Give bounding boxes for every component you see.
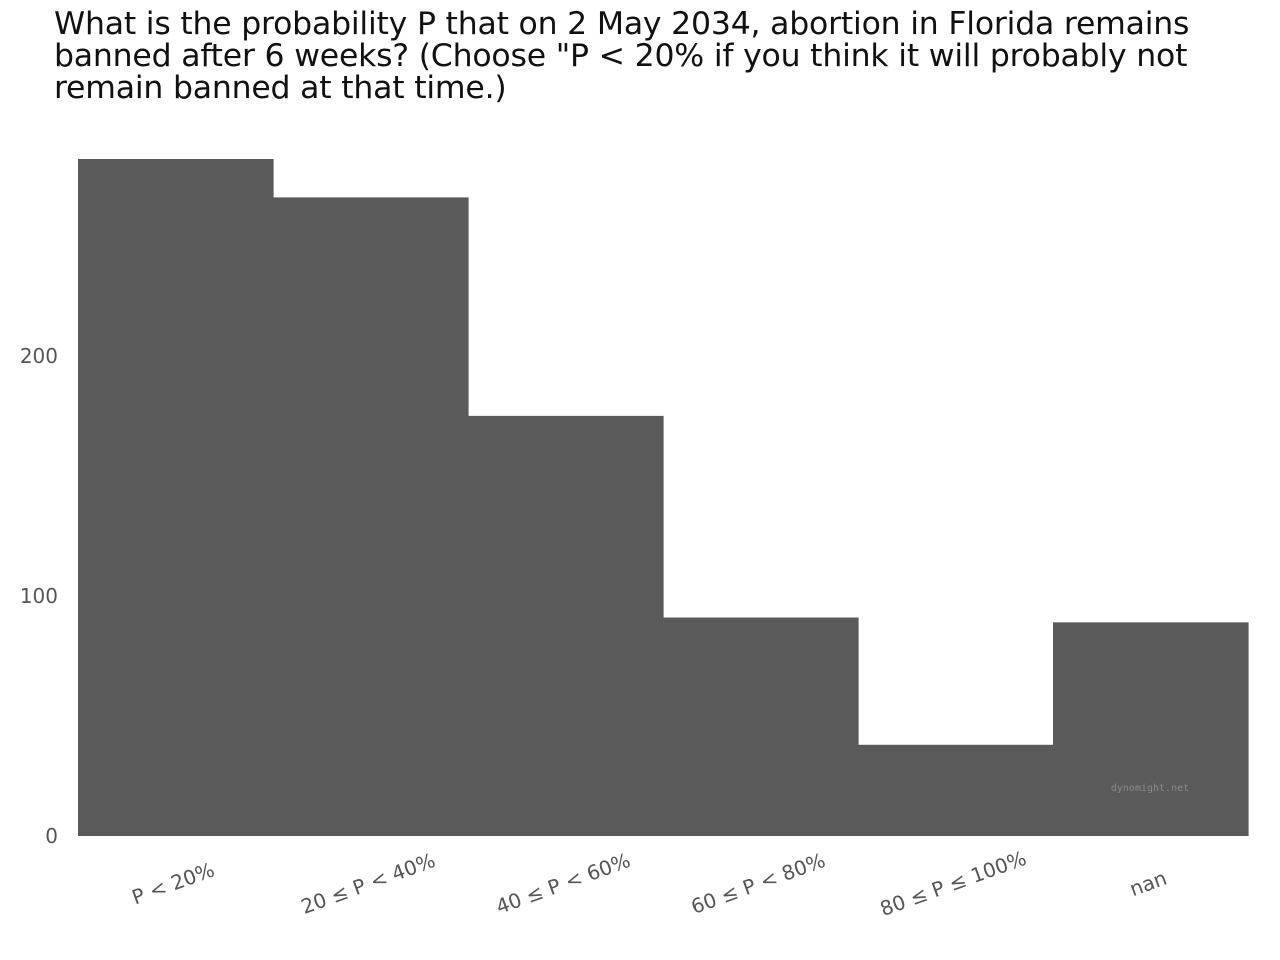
bar-5 [1053, 622, 1249, 836]
x-tick-label: nan [1126, 866, 1170, 901]
x-tick-label: P < 20% [129, 857, 218, 909]
watermark: dynomight.net [1111, 783, 1189, 794]
y-axis-ticks: 0 100 200 [20, 344, 58, 848]
x-axis-ticks: P < 20% 20 ≤ P < 40% 40 ≤ P < 60% 60 ≤ P < … [129, 846, 1170, 921]
x-tick-label: 80 ≤ P ≤ 100% [877, 846, 1030, 921]
y-tick-label: 0 [45, 824, 58, 848]
bar-2 [468, 415, 664, 836]
x-tick-label: 20 ≤ P < 40% [298, 848, 439, 919]
bar-0 [78, 159, 274, 836]
x-tick-label: 40 ≤ P < 60% [493, 848, 634, 919]
bar-3 [663, 617, 859, 836]
chart-title: What is the probability P that on 2 May … [54, 6, 1190, 106]
bar-1 [273, 197, 469, 836]
x-tick-label: 60 ≤ P < 80% [688, 848, 829, 919]
bar-4 [858, 744, 1054, 836]
bars-group [78, 159, 1249, 836]
y-tick-label: 100 [20, 584, 58, 608]
y-tick-label: 200 [20, 344, 58, 368]
